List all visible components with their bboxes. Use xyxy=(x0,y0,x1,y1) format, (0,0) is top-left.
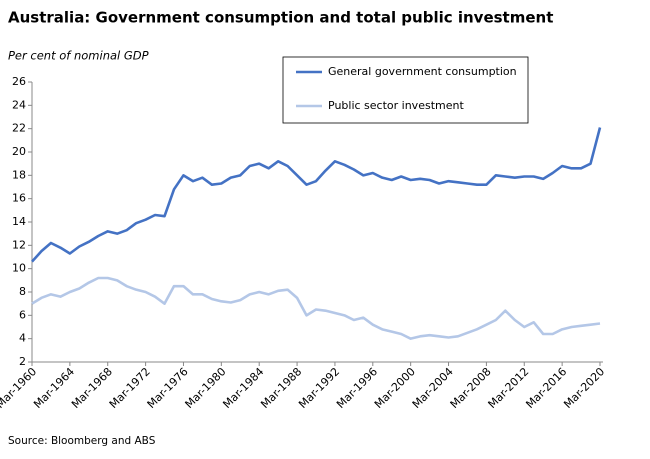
legend-box xyxy=(282,56,529,124)
source: Source: Bloomberg and ABS xyxy=(8,435,156,447)
y-tick-label: 6 xyxy=(19,308,26,321)
y-tick-label: 14 xyxy=(12,215,26,228)
y-tick-label: 22 xyxy=(12,122,26,135)
chart-title: Australia: Government consumption and to… xyxy=(8,9,553,27)
y-tick-label: 26 xyxy=(12,75,26,88)
y-tick-label: 20 xyxy=(12,145,26,158)
y-tick-label: 8 xyxy=(19,285,26,298)
line-series xyxy=(31,276,601,340)
line-series xyxy=(31,127,602,263)
y-tick-label: 12 xyxy=(12,238,26,251)
x-tick-label: Mar-2020 xyxy=(561,365,607,411)
y-tick-label: 10 xyxy=(12,262,26,275)
y-tick-label: 16 xyxy=(12,192,26,205)
legend-label: Public sector investment xyxy=(328,99,464,112)
y-axis-label: Per cent of nominal GDP xyxy=(8,49,149,63)
y-tick-label: 18 xyxy=(12,168,26,181)
y-tick-label: 2 xyxy=(19,355,26,368)
y-tick-label: 4 xyxy=(19,332,26,345)
y-tick-label: 24 xyxy=(12,98,26,111)
legend-label: General government consumption xyxy=(328,65,517,78)
